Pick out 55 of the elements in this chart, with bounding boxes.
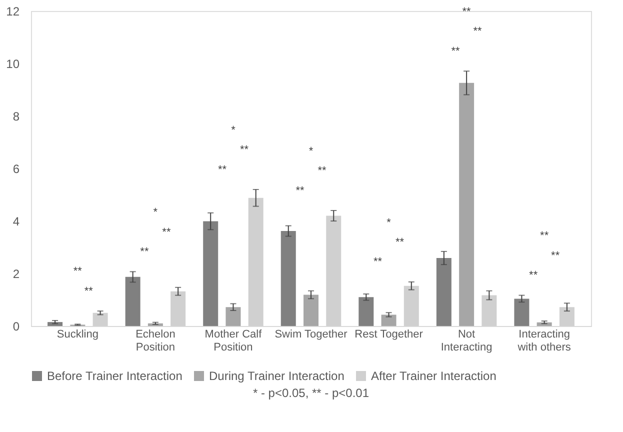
- annotation: *: [308, 145, 314, 158]
- annotation: **: [540, 230, 550, 242]
- bar: [170, 291, 186, 326]
- legend-label: After Trainer Interaction: [371, 369, 496, 383]
- annotation: **: [451, 45, 461, 58]
- annotation: **: [551, 250, 560, 262]
- bar: [203, 221, 218, 326]
- annotation: **: [473, 26, 483, 38]
- annotation: **: [296, 184, 305, 197]
- x-tick-label: Suckling: [56, 328, 98, 340]
- legend-label: Before Trainer Interaction: [47, 369, 182, 383]
- bar: [226, 307, 241, 326]
- annotation: *: [231, 124, 236, 136]
- bar: [248, 198, 264, 326]
- y-tick-label: 2: [12, 267, 20, 281]
- bar: [280, 230, 296, 326]
- annotation: **: [462, 6, 472, 18]
- x-tick-label: Rest Together: [354, 328, 424, 340]
- x-tick-label: Mother Calf Position: [204, 328, 263, 354]
- text: * - p<0.05, ** - p<0.01: [252, 386, 370, 400]
- bar: [326, 216, 342, 326]
- annotation: **: [84, 285, 94, 298]
- bar: [482, 295, 497, 326]
- legend-label: During Trainer Interaction: [209, 369, 344, 383]
- x-tick-label: Echelon Position: [136, 328, 176, 354]
- annotation: **: [395, 236, 405, 249]
- y-tick-label: 4: [12, 214, 20, 228]
- x-tick-label: Swim Together: [274, 328, 348, 340]
- y-tick-label: 8: [12, 110, 20, 124]
- bar: [358, 297, 374, 326]
- bar: [381, 314, 396, 326]
- y-tick-label: 10: [6, 57, 20, 71]
- bar: [404, 286, 419, 326]
- bar: [304, 294, 318, 326]
- bar: [125, 276, 140, 326]
- bar: [514, 298, 530, 326]
- annotation: **: [529, 270, 538, 282]
- annotation: **: [373, 256, 383, 268]
- bar: [559, 307, 574, 326]
- annotation: **: [240, 144, 250, 156]
- annotation: **: [73, 266, 83, 278]
- annotation: **: [318, 165, 327, 178]
- x-tick-label: Interacting with others: [516, 328, 572, 354]
- bar: [459, 82, 474, 326]
- y-tick-label: 6: [12, 162, 20, 176]
- annotation: **: [218, 164, 228, 176]
- annotation: *: [153, 206, 158, 219]
- annotation: **: [162, 226, 172, 238]
- annotation: **: [140, 246, 150, 258]
- y-tick-label: 0: [12, 320, 20, 334]
- y-tick-label: 12: [6, 4, 20, 18]
- bar: [436, 258, 452, 326]
- x-tick-label: Not Interacting: [440, 328, 492, 354]
- annotation: *: [386, 216, 392, 229]
- bar: [92, 312, 108, 326]
